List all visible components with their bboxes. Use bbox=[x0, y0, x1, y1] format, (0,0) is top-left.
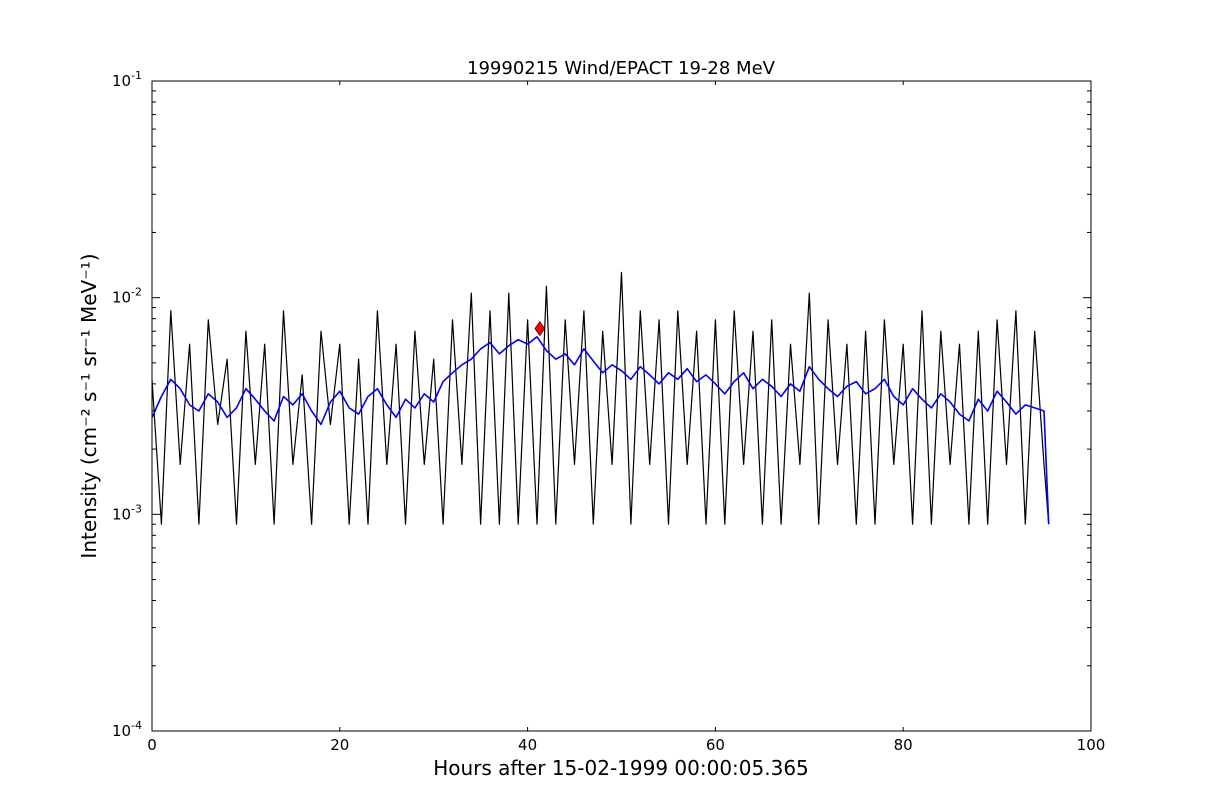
series-line-2 bbox=[151, 335, 1050, 525]
series-layer bbox=[151, 271, 1050, 525]
x-axis-label: Hours after 15-02-1999 00:00:05.365 bbox=[433, 756, 809, 780]
x-tick-label: 100 bbox=[1077, 736, 1106, 754]
plot-frame bbox=[151, 80, 1092, 732]
y-tick-label: 10-4 bbox=[112, 719, 142, 740]
x-tick-label: 0 bbox=[147, 736, 157, 754]
y-axis-label: Intensity (cm⁻² s⁻¹ sr⁻¹ MeV⁻¹) bbox=[77, 253, 101, 558]
x-tick-label: 20 bbox=[330, 736, 349, 754]
tick-layer: 0 20 40 60 80 100 10-4 10-3 10-2 10-1 bbox=[112, 69, 1105, 754]
chart-title: 19990215 Wind/EPACT 19-28 MeV bbox=[467, 58, 776, 79]
y-tick-label: 10-1 bbox=[112, 69, 142, 90]
y-tick-label: 10-2 bbox=[112, 286, 142, 307]
series-line-1 bbox=[151, 271, 1050, 525]
marker-layer bbox=[534, 321, 546, 337]
x-tick-label: 80 bbox=[894, 736, 913, 754]
x-tick-label: 40 bbox=[518, 736, 537, 754]
y-tick-label: 10-3 bbox=[112, 502, 142, 523]
x-tick-label: 60 bbox=[706, 736, 725, 754]
peak-marker bbox=[534, 321, 546, 337]
